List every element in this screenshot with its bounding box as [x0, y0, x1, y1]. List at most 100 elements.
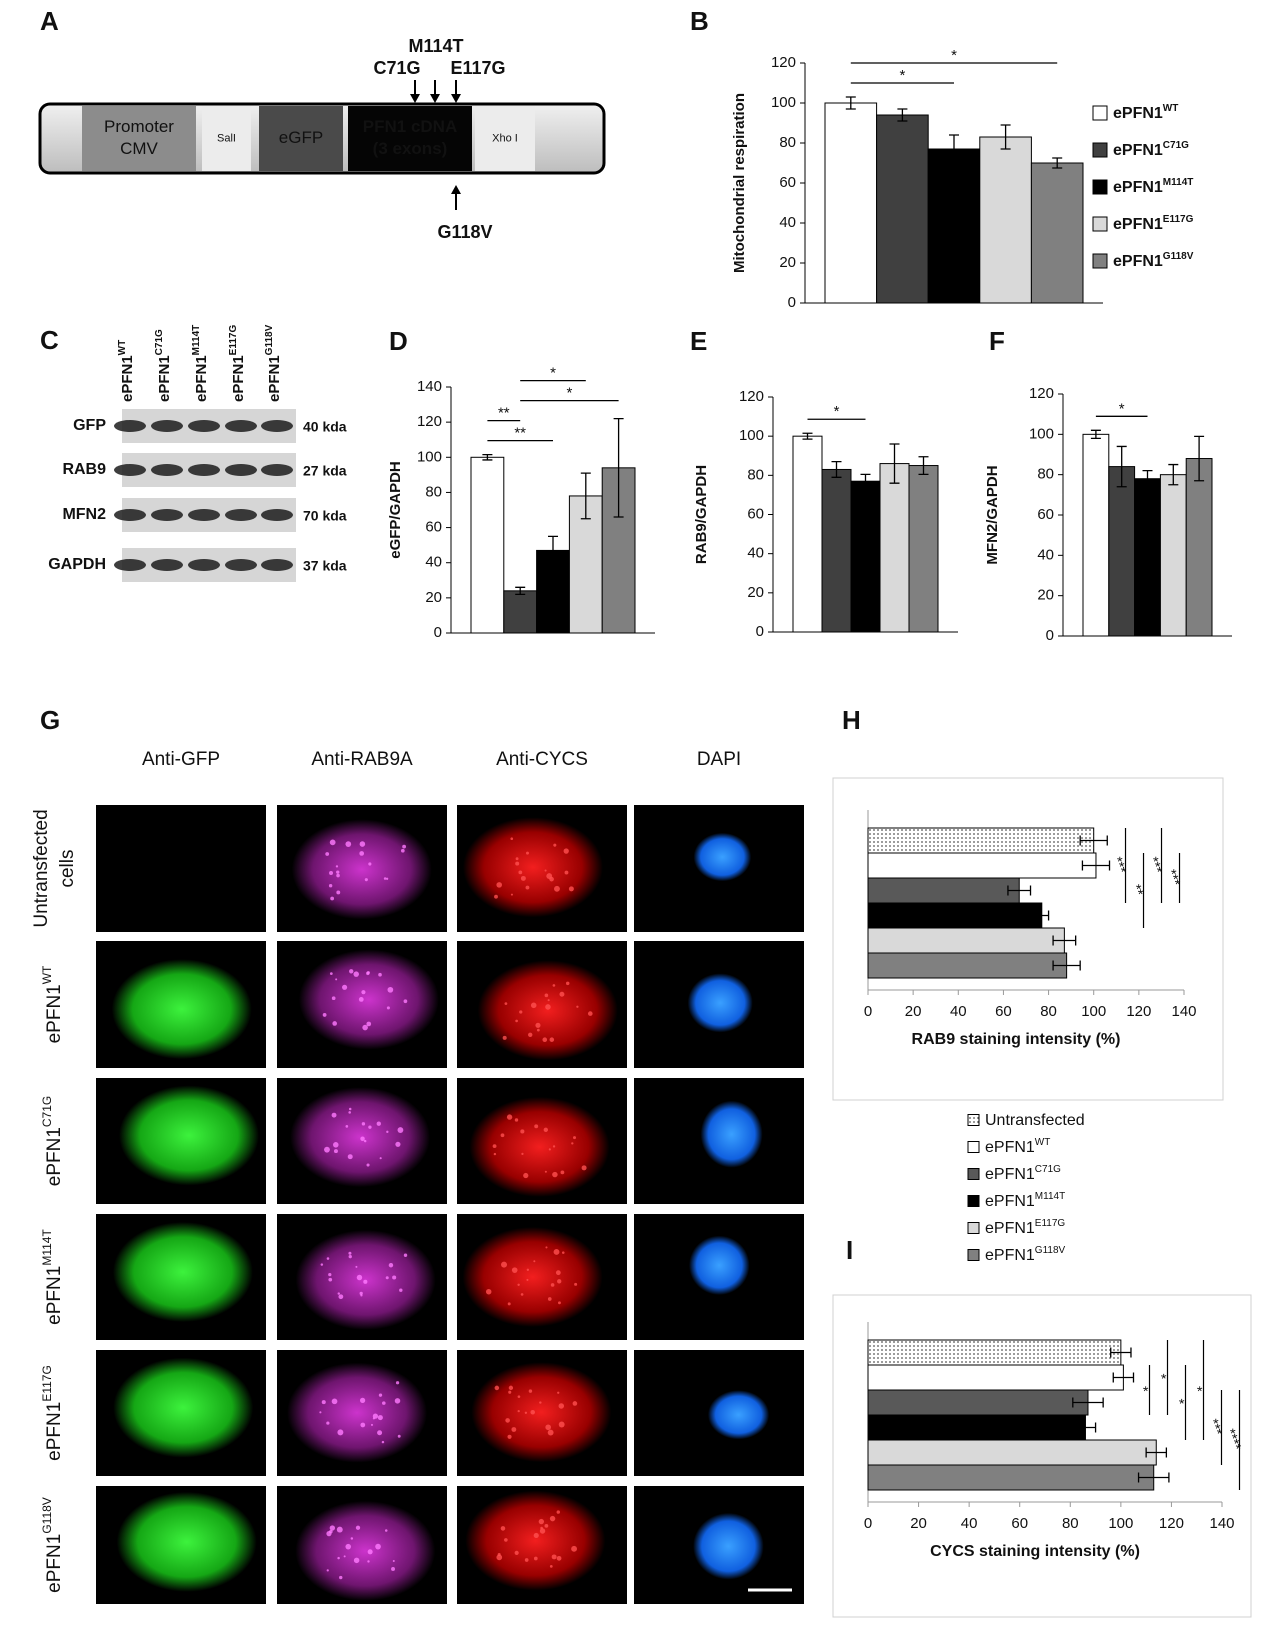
speckle	[361, 990, 366, 995]
speckle	[544, 1170, 547, 1173]
legend-swatch	[967, 1168, 980, 1180]
speckle	[571, 1545, 578, 1552]
bar	[1134, 478, 1161, 637]
speckle	[370, 1423, 374, 1426]
speckle	[556, 1510, 560, 1514]
speckle	[395, 1141, 401, 1147]
speckle	[382, 1401, 386, 1405]
cell-signal	[113, 1357, 254, 1458]
speckle	[552, 1145, 556, 1148]
speckle	[347, 1154, 353, 1160]
speckle	[366, 971, 370, 976]
x-tick-label: 80	[1040, 1003, 1057, 1020]
panel-label: B	[690, 6, 709, 36]
bar	[867, 877, 1020, 904]
x-tick-label: 20	[905, 1003, 922, 1020]
speckle	[517, 1410, 520, 1413]
panel-label: I	[846, 1235, 853, 1265]
legend-label: ePFN1G118V	[1113, 251, 1194, 270]
speckle	[553, 1249, 560, 1255]
error-bar	[949, 134, 959, 164]
blot-band	[188, 420, 220, 432]
speckle	[335, 865, 339, 868]
cell-signal	[116, 1491, 257, 1592]
speckle	[515, 1019, 518, 1023]
panel-label: G	[40, 705, 60, 735]
speckle	[564, 870, 569, 875]
y-tick-label: 40	[779, 214, 796, 231]
speckle	[548, 1148, 551, 1151]
construct-segment	[82, 106, 196, 171]
speckle	[386, 1130, 389, 1134]
y-tick-label: 20	[425, 589, 442, 606]
speckle	[329, 871, 334, 875]
speckle	[397, 1434, 401, 1438]
arrow-head	[430, 94, 440, 103]
speckle	[378, 972, 382, 977]
bar	[1108, 466, 1136, 637]
speckle	[348, 1111, 351, 1114]
bar	[867, 1389, 1089, 1416]
speckle	[571, 1142, 574, 1145]
bar	[979, 136, 1032, 304]
speckle	[587, 1011, 593, 1016]
speckle	[526, 1268, 530, 1271]
speckle	[533, 1532, 539, 1539]
cell-signal	[287, 1362, 428, 1463]
speckle	[547, 1297, 552, 1301]
nucleus	[700, 1100, 763, 1168]
lane-label: ePFN1G118V	[264, 324, 283, 402]
bar	[867, 902, 1043, 929]
speckle	[496, 1554, 503, 1561]
speckle	[336, 890, 341, 895]
speckle	[372, 1417, 375, 1420]
panel-label: F	[989, 326, 1005, 356]
nucleus	[693, 832, 752, 882]
speckle	[363, 1139, 367, 1143]
speckle	[547, 1429, 554, 1436]
speckle	[326, 1257, 330, 1260]
error-bar	[1142, 469, 1153, 488]
error-bar	[897, 108, 908, 122]
speckle	[378, 1393, 383, 1397]
speckle	[345, 1543, 352, 1550]
nucleus	[707, 1390, 770, 1440]
mutation-label: G118V	[437, 222, 492, 242]
blot-band	[188, 559, 220, 571]
x-tick-label: 0	[864, 1515, 872, 1532]
y-tick-label: 80	[779, 134, 796, 151]
error-bar	[580, 472, 591, 520]
significance-label: ***	[1163, 867, 1184, 888]
error-bar	[1007, 885, 1032, 896]
speckle	[542, 1037, 548, 1043]
protein-label: GFP	[73, 417, 106, 434]
cell-signal	[112, 1222, 253, 1323]
error-bar	[1112, 1372, 1135, 1383]
speckle	[399, 1288, 403, 1292]
bar	[867, 952, 1068, 979]
speckle	[358, 996, 364, 1002]
legend-swatch	[1092, 105, 1108, 121]
blot-band	[225, 509, 257, 521]
bar	[867, 927, 1065, 954]
y-tick-label: 0	[1046, 627, 1054, 644]
significance-label: ***	[1109, 855, 1130, 876]
segment-label: Xho I	[492, 132, 518, 144]
speckle	[549, 1037, 555, 1042]
significance-label: *	[1171, 1397, 1188, 1408]
x-tick-label: 40	[961, 1515, 978, 1532]
speckle	[508, 1390, 512, 1394]
cell-signal	[465, 1490, 606, 1591]
y-tick-label: 40	[1037, 546, 1054, 563]
speckle	[324, 1146, 330, 1153]
y-tick-label: 120	[417, 413, 442, 430]
significance-label: ***	[1145, 855, 1166, 876]
panel-label: E	[690, 326, 707, 356]
speckle	[549, 876, 554, 882]
legend-label: ePFN1M114T	[1113, 177, 1193, 196]
speckle	[493, 1152, 497, 1156]
speckle	[359, 841, 366, 847]
cell-signal	[462, 817, 603, 918]
segment-label: (3 exons)	[373, 139, 448, 158]
